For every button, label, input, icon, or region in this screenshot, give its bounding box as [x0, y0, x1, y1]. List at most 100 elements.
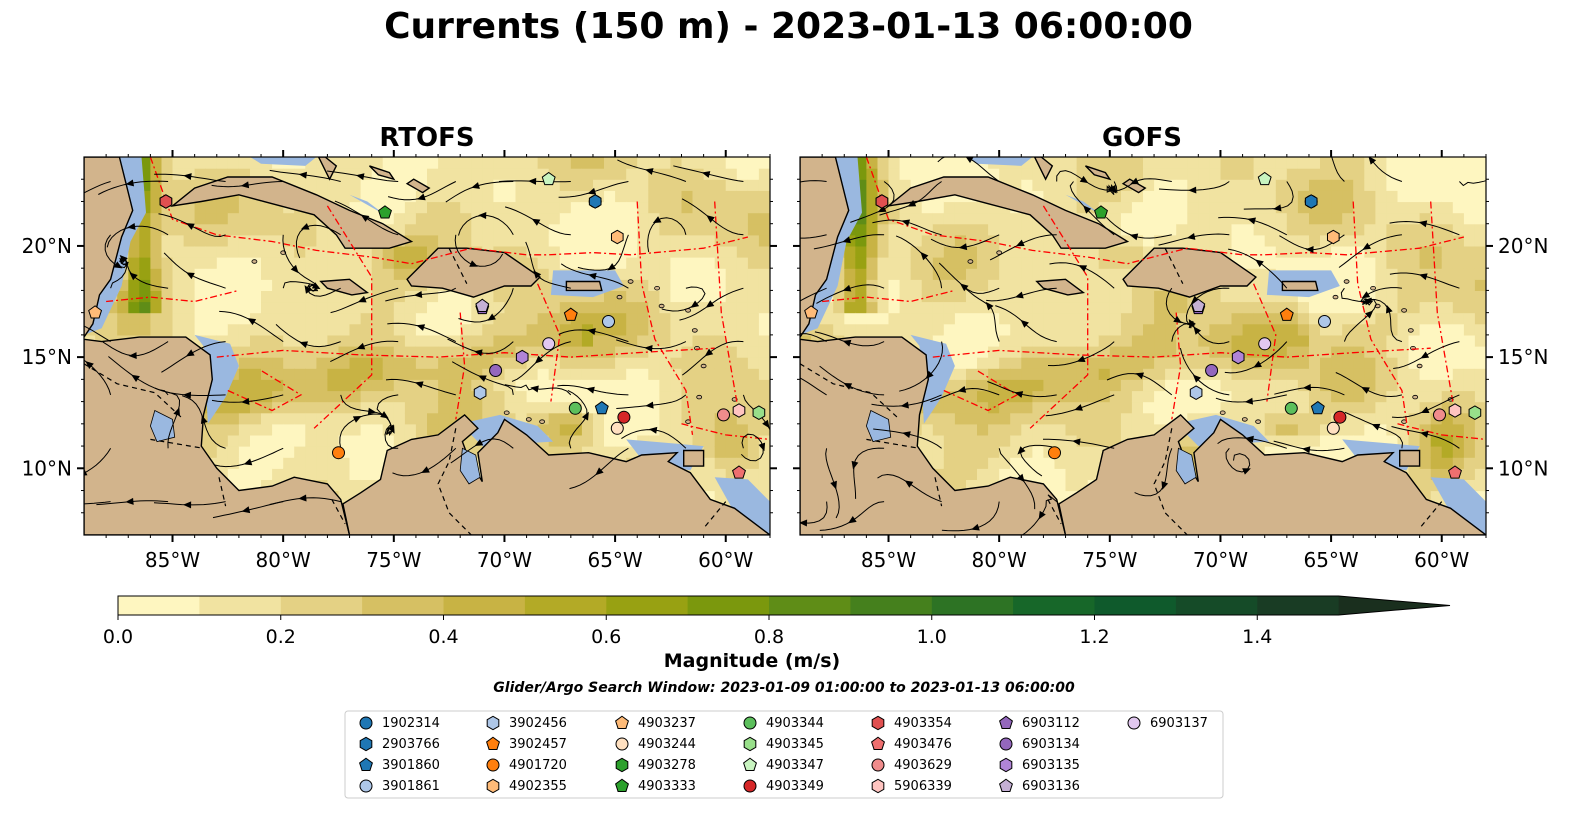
float-marker-4903347: [541, 171, 556, 186]
map-frame-rtofs: [83, 156, 771, 536]
legend-label: 3902456: [509, 715, 567, 731]
legend-item: 6903112: [998, 713, 1080, 733]
lon-tick-label: 80°W: [256, 548, 311, 572]
lat-tick-label: 20°N: [1498, 234, 1548, 258]
colorbar-tick-label: 1.0: [917, 626, 947, 648]
legend-label: 4903278: [638, 757, 696, 773]
legend-marker-shape: [999, 737, 1013, 751]
float-marker-4903237: [804, 305, 819, 319]
float-marker-4903347: [1257, 171, 1272, 186]
legend-item: 3902456: [485, 713, 567, 733]
figure-title: Currents (150 m) - 2023-01-13 06:00:00: [384, 6, 1193, 47]
legend-label: 2903766: [382, 736, 440, 752]
colorbar-tick-label: 0.2: [266, 626, 296, 648]
legend-marker-icon: [871, 778, 885, 794]
legend-label: 4903333: [638, 778, 696, 794]
legend-item: 4902355: [485, 776, 567, 796]
float-marker-4903344: [568, 401, 582, 415]
lon-tick-label: 75°W: [366, 548, 421, 572]
colorbar: 0.0 0.2 0.4 0.6 0.8 1.0 1.2 1.4: [103, 595, 1451, 648]
legend-item: 4903237: [614, 713, 696, 733]
colorbar-segment: [1013, 596, 1095, 615]
float-marker-4901720: [332, 446, 345, 460]
float-marker-6903112: [1191, 300, 1206, 315]
shelf-water: [800, 157, 1486, 535]
float-marker-4903349: [1333, 410, 1347, 424]
colorbar-tick-label: 0.6: [591, 626, 621, 648]
legend-marker-shape: [486, 736, 500, 750]
legend-marker-shape: [743, 736, 757, 752]
panel-rtofs: RTOFS 85°W 80°W 75°W 70°W 65°W 60°W 20°N 15°N 10…: [22, 123, 777, 572]
colorbar-segment: [850, 596, 933, 615]
legend-marker-icon: [359, 716, 373, 730]
float-marker-4903629: [717, 408, 730, 422]
legend-label: 6903134: [1022, 736, 1080, 752]
float-marker-6903134: [1205, 364, 1219, 377]
colorbar-segment: [524, 596, 607, 615]
colorbar-tick-label: 0.8: [754, 626, 784, 648]
legend-marker-shape: [359, 757, 373, 771]
legend-marker-icon: [743, 779, 757, 793]
float-marker-2903766: [1304, 194, 1318, 209]
float-marker-4903354: [875, 194, 889, 209]
country-borders: [800, 247, 1443, 535]
legend-marker-shape: [999, 778, 1013, 792]
legend-item: 4903345: [742, 734, 824, 754]
panel-title-gofs: GOFS: [1102, 123, 1182, 153]
lat-tick-label: 15°N: [1498, 345, 1548, 369]
lat-tick-label: 10°N: [22, 456, 72, 480]
float-marker-6903136: [1191, 298, 1206, 312]
land: [84, 157, 770, 535]
float-marker-6903135: [515, 349, 529, 365]
float-marker-4903476: [1448, 465, 1462, 479]
lat-tick-label: 15°N: [22, 345, 72, 369]
legend-marker-shape: [486, 778, 500, 794]
eez-lines: [106, 157, 770, 441]
legend-marker-shape: [871, 736, 885, 750]
legend-label: 4903244: [638, 736, 696, 752]
float-marker-5906339: [1448, 403, 1462, 418]
legend-label: 3902457: [509, 736, 567, 752]
legend-marker-shape: [999, 715, 1013, 729]
legend-label: 6903135: [1022, 757, 1080, 773]
colorbar-tick-label: 1.2: [1079, 626, 1109, 648]
float-marker-4903344: [1284, 401, 1298, 415]
legend-marker-shape: [615, 757, 629, 773]
float-markers-gofs: [804, 171, 1482, 479]
float-marker-4901720: [1048, 446, 1061, 460]
legend-item: 4903476: [870, 734, 952, 754]
map-frame-gofs: [799, 156, 1487, 536]
lon-tick-label: 85°W: [861, 548, 916, 572]
magnitude-field: [800, 157, 1486, 535]
colorbar-tick-label: 0.0: [103, 626, 133, 648]
legend-label: 6903137: [1150, 715, 1208, 731]
legend-label: 4903345: [766, 736, 824, 752]
legend-label: 1902314: [382, 715, 440, 731]
float-marker-5906339: [732, 403, 746, 418]
float-marker-6903135: [1231, 349, 1245, 365]
panel-gofs: GOFS 85°W 80°W 75°W 70°W 65°W 60°W 20°N 15°N 10°…: [793, 123, 1548, 572]
legend-marker-icon: [871, 715, 885, 731]
float-marker-6903134: [489, 364, 503, 377]
map-rtofs: [84, 157, 770, 535]
float-marker-4903345: [752, 405, 766, 420]
streamlines: [84, 159, 770, 519]
legend-marker-icon: [743, 757, 757, 771]
float-marker-4903237: [88, 305, 103, 319]
map-layers: [84, 157, 770, 535]
colorbar-segment: [280, 596, 363, 615]
legend-label: 4903629: [894, 757, 952, 773]
legend-item: 6903135: [998, 755, 1080, 775]
legend-label: 4903354: [894, 715, 952, 731]
map-layers: [800, 157, 1486, 535]
float-marker-3902456: [473, 385, 487, 400]
legend-marker-shape: [359, 779, 373, 793]
legend-item: 4903333: [614, 776, 696, 796]
lon-tick-label: 65°W: [587, 548, 642, 572]
map-gofs: [800, 157, 1486, 535]
float-marker-3902457: [1279, 307, 1294, 321]
legend-marker-icon: [871, 736, 885, 750]
colorbar-segment: [769, 596, 851, 615]
panel-title-rtofs: RTOFS: [379, 123, 474, 153]
legend-marker-icon: [999, 715, 1013, 729]
